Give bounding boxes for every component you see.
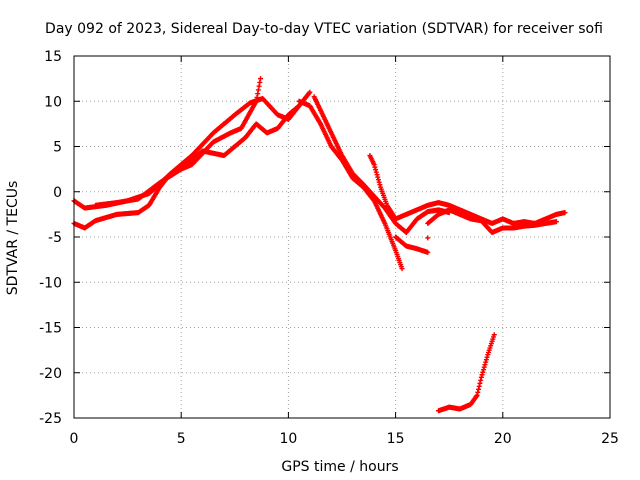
data-point: [480, 369, 486, 375]
data-point: [478, 377, 484, 383]
data-point: [256, 83, 262, 89]
data-point: [373, 169, 379, 175]
y-tick-label: 0: [53, 185, 62, 201]
data-point: [474, 392, 480, 398]
x-tick-label: 5: [177, 431, 186, 447]
chart-title: Day 092 of 2023, Sidereal Day-to-day VTE…: [45, 21, 603, 37]
data-point: [562, 210, 568, 216]
data-point: [483, 359, 489, 365]
series-trace-2: [71, 76, 264, 231]
data-point: [307, 89, 313, 95]
data-point: [478, 374, 484, 380]
data-point: [481, 364, 487, 370]
data-point: [377, 182, 383, 188]
y-tick-label: -20: [39, 366, 62, 382]
series-trace-7: [393, 207, 559, 255]
data-point: [477, 380, 483, 386]
x-tick-label: 10: [279, 431, 297, 447]
data-point: [484, 354, 490, 360]
x-tick-label: 25: [601, 431, 619, 447]
data-point: [376, 179, 382, 185]
data-point: [483, 357, 489, 363]
data-point: [425, 235, 431, 241]
data-point: [372, 164, 378, 170]
data-point: [373, 167, 379, 173]
data-point: [253, 98, 259, 104]
data-point: [255, 91, 261, 97]
grid: [74, 56, 610, 418]
data-point: [255, 87, 261, 93]
x-tick-label: 15: [387, 431, 405, 447]
data-point: [257, 79, 263, 85]
data-point: [258, 76, 264, 82]
y-tick-label: 10: [44, 94, 62, 110]
data-point: [553, 219, 559, 225]
series-trace-8: [435, 332, 497, 414]
data-point: [482, 362, 488, 368]
data-point: [371, 162, 377, 168]
data-point: [399, 266, 405, 272]
data-point: [481, 367, 487, 373]
data-point: [375, 177, 381, 183]
data-point: [476, 383, 482, 389]
data-point: [296, 103, 302, 109]
data-points: [71, 76, 568, 414]
data-point: [491, 332, 497, 338]
y-tick-label: 5: [53, 140, 62, 156]
data-point: [306, 90, 312, 96]
y-tick-label: -5: [48, 230, 62, 246]
data-point: [254, 94, 260, 100]
series-trace-3: [92, 103, 302, 208]
data-point: [476, 386, 482, 392]
data-point: [374, 172, 380, 178]
x-tick-label: 0: [70, 431, 79, 447]
y-axis-label: SDTVAR / TECUs: [5, 181, 21, 296]
x-tick-label: 20: [494, 431, 512, 447]
y-tick-label: -10: [39, 275, 62, 291]
y-tick-label: -25: [39, 411, 62, 427]
series-trace-4: [296, 98, 405, 272]
tick-labels: 0 5 10 15 20 25 -25 -20 -15 -10 -5 0 5 10 15: [39, 49, 619, 447]
data-point: [475, 389, 481, 395]
series-trace-6: [367, 153, 568, 226]
y-tick-label: -15: [39, 321, 62, 337]
data-point: [479, 372, 485, 378]
series-trace-5: [311, 94, 452, 235]
x-axis-label: GPS time / hours: [281, 459, 398, 475]
data-point: [425, 249, 431, 255]
plot-frame: [73, 55, 611, 419]
data-point: [375, 174, 381, 180]
y-tick-label: 15: [44, 49, 62, 65]
